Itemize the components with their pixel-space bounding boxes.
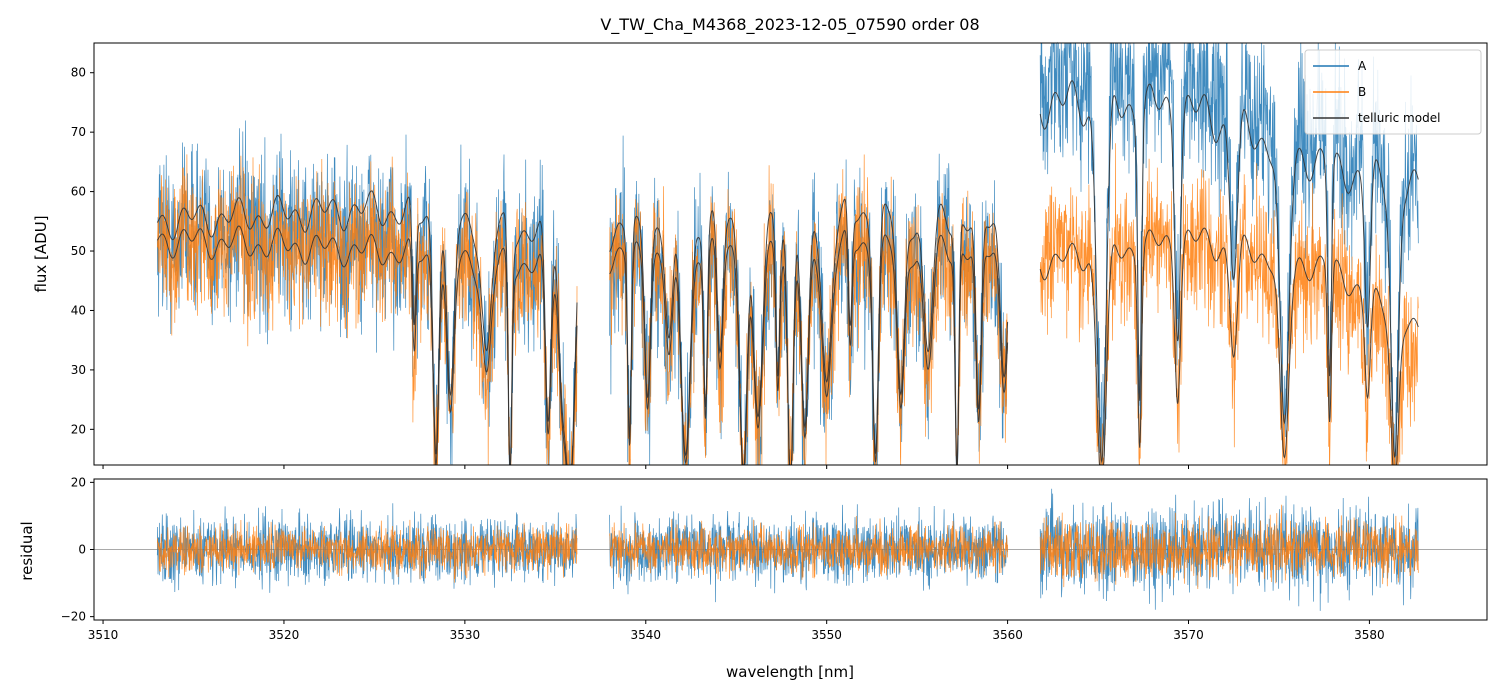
y-tick-label-flux: 70 (71, 125, 86, 139)
series-a-segment-1 (609, 135, 1008, 466)
telluric-model-1-segment-1 (609, 229, 1009, 466)
x-tick-label: 3580 (1354, 628, 1385, 642)
y-axis-label-flux: flux [ADU] (32, 215, 50, 292)
residual-b-segment-2 (1039, 504, 1419, 590)
x-tick-label: 3510 (88, 628, 119, 642)
chart-title: V_TW_Cha_M4368_2023-12-05_07590 order 08 (600, 15, 979, 35)
residual-b-segment-0 (156, 519, 578, 583)
x-tick-label: 3560 (992, 628, 1023, 642)
residual-b-segment-1 (609, 515, 1008, 580)
residual-a-segment-0 (156, 503, 578, 593)
residual-a-segment-2 (1039, 488, 1419, 611)
telluric-model-0-segment-0 (156, 190, 578, 466)
telluric-model-0-segment-1 (609, 198, 1009, 466)
flux-axis-ticks: 20 30 40 50 60 70 80 (71, 66, 1370, 469)
residual-panel: 3510 3520 3530 3540 3550 3560 3570 3580 −20 0 20 (61, 475, 1488, 642)
y-tick-label-flux: 40 (71, 303, 86, 317)
residual-series-group (94, 488, 1487, 611)
y-tick-label-flux: 60 (71, 185, 86, 199)
y-axis-label-residual: residual (18, 521, 36, 580)
x-tick-label: 3570 (1173, 628, 1204, 642)
series-a-segment-2 (1039, 41, 1419, 466)
flux-panel: 20 30 40 50 60 70 80 (71, 41, 1488, 469)
legend-label-b: B (1358, 85, 1366, 99)
telluric-model-1-segment-0 (156, 225, 578, 466)
x-tick-label: 3540 (630, 628, 661, 642)
legend-box (1304, 49, 1482, 135)
y-tick-label-residual: −20 (61, 610, 86, 624)
flux-series-group (156, 41, 1419, 466)
y-tick-label-flux: 30 (71, 363, 86, 377)
residual-panel-frame (93, 478, 1488, 621)
flux-panel-frame (93, 42, 1488, 466)
residual-axis-ticks: 3510 3520 3530 3540 3550 3560 3570 3580 −20 0 20 (61, 475, 1385, 642)
y-tick-label-residual: 0 (78, 543, 86, 557)
series-b-segment-2 (1039, 143, 1419, 466)
legend: A B telluric model (1304, 49, 1482, 135)
y-tick-label-flux: 20 (71, 422, 86, 436)
x-tick-label: 3530 (450, 628, 481, 642)
y-tick-label-flux: 50 (71, 244, 86, 258)
telluric-model-0-segment-2 (1039, 80, 1419, 464)
x-tick-label: 3520 (269, 628, 300, 642)
legend-label-a: A (1358, 59, 1367, 73)
x-tick-label: 3550 (811, 628, 842, 642)
y-tick-label-residual: 20 (71, 475, 86, 489)
y-tick-label-flux: 80 (71, 66, 86, 80)
x-axis-label: wavelength [nm] (726, 663, 854, 681)
legend-label-telluric: telluric model (1358, 111, 1440, 125)
